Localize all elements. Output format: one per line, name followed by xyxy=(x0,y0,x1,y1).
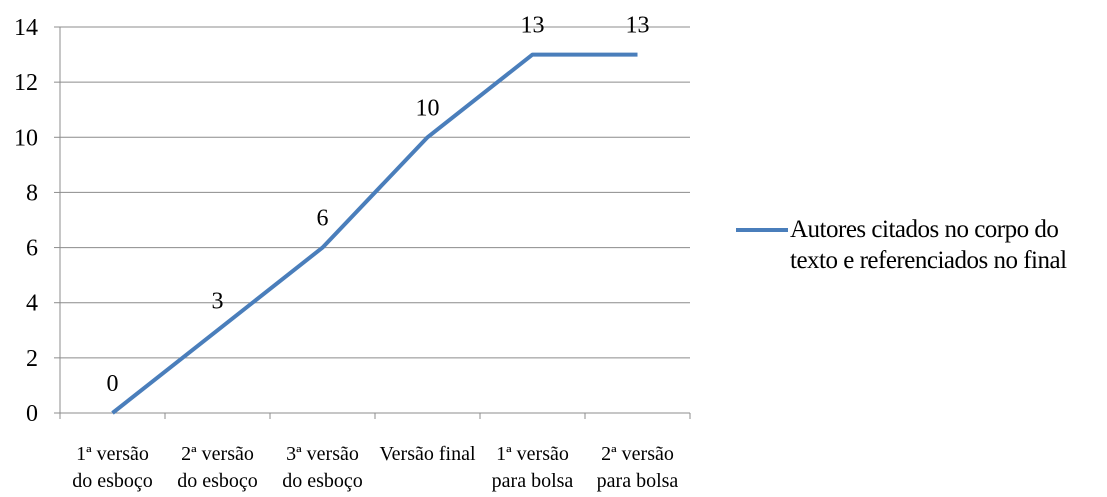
legend-line-swatch xyxy=(736,228,788,232)
y-axis-ticks: 0 2 4 6 8 10 12 14 xyxy=(14,15,60,427)
axes xyxy=(59,27,690,414)
x-axis-ticks: 1ª versão do esboço 2ª versão do esboço 3ª v… xyxy=(59,413,691,492)
legend-label: Autores citados no corpo do texto e refe… xyxy=(790,216,1067,274)
x-tick-label: Versão final xyxy=(379,443,476,465)
x-tick-label: 1ª versão para bolsa xyxy=(492,443,574,492)
data-label: 3 xyxy=(212,288,224,314)
series-group xyxy=(111,52,638,415)
data-labels: 0 3 6 10 13 13 xyxy=(107,13,650,397)
y-tick-label: 12 xyxy=(14,70,38,96)
x-tick-label: 2ª versão para bolsa xyxy=(597,443,679,492)
y-tick-label: 10 xyxy=(14,125,38,151)
data-label: 10 xyxy=(416,95,440,121)
y-tick-label: 6 xyxy=(26,236,38,262)
y-tick-label: 14 xyxy=(14,15,38,41)
data-label: 0 xyxy=(107,371,119,397)
data-label: 13 xyxy=(626,13,650,39)
y-tick-label: 0 xyxy=(26,401,38,427)
y-tick-label: 8 xyxy=(26,180,38,206)
x-tick-label: 2ª versão do esboço xyxy=(177,443,258,492)
y-tick-label: 4 xyxy=(26,291,38,317)
data-label: 13 xyxy=(521,13,545,39)
x-tick-label: 1ª versão do esboço xyxy=(72,443,153,492)
y-tick-label: 2 xyxy=(26,346,38,372)
x-tick-label: 3ª versão do esboço xyxy=(282,443,363,492)
series-line-0 xyxy=(111,52,638,415)
data-label: 6 xyxy=(317,206,329,232)
gridlines xyxy=(60,26,690,359)
